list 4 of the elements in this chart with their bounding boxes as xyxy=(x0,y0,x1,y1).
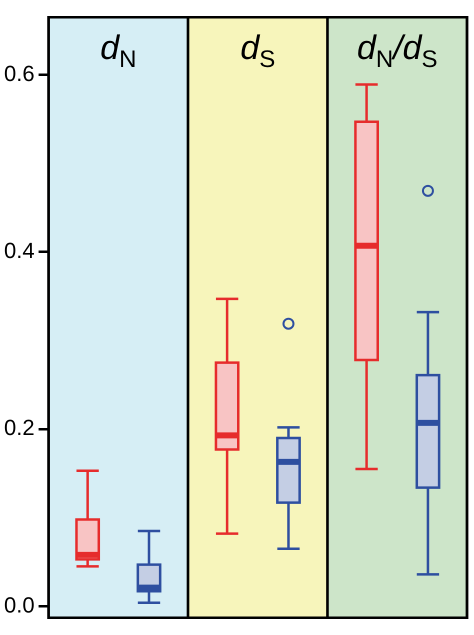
y-tick-label: 0.6 xyxy=(4,60,35,86)
y-tick-label: 0.4 xyxy=(4,238,35,264)
y-tick-label: 0.2 xyxy=(4,415,35,440)
y-tick-label: 0.0 xyxy=(4,592,35,618)
